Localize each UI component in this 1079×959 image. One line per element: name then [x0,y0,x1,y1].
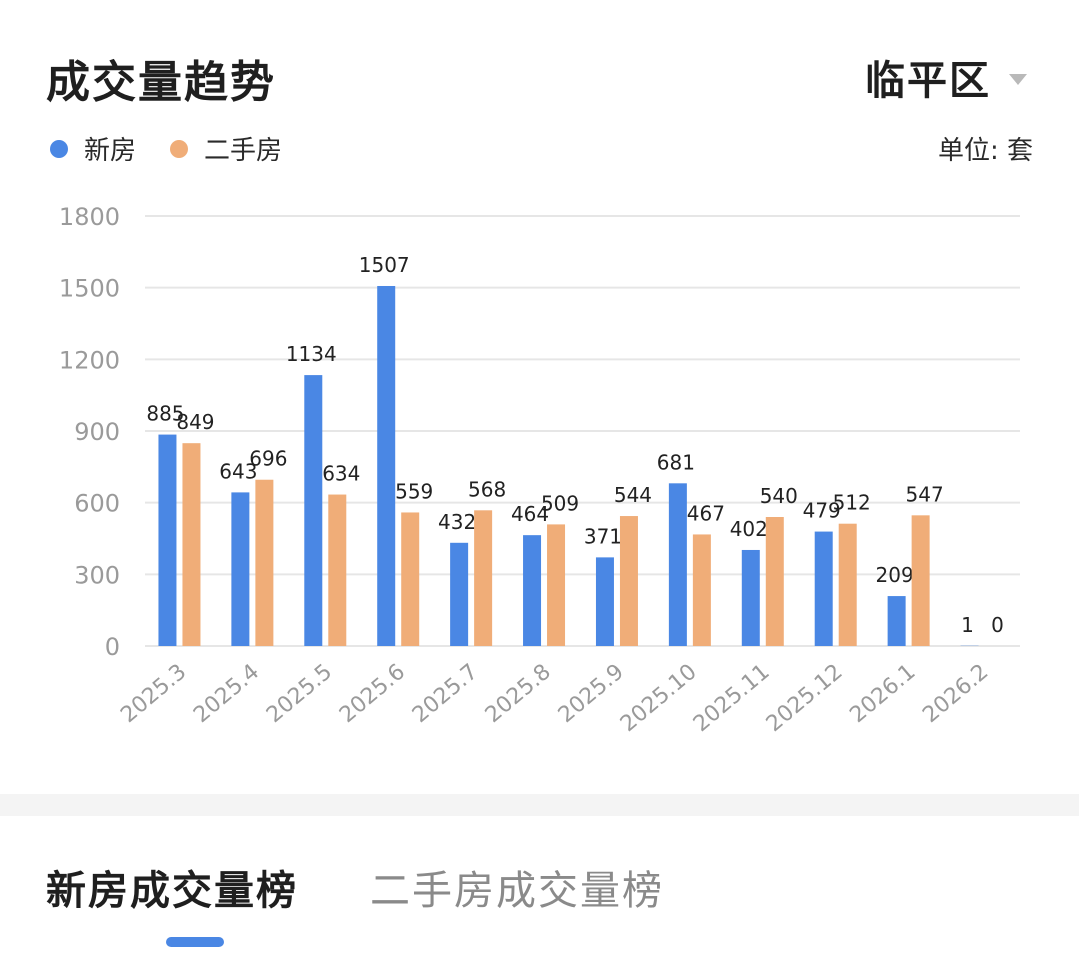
x-tick-label: 2025.11 [689,659,775,737]
x-tick-label: 2025.5 [262,659,337,728]
bar-second [765,517,784,646]
data-label-second: 0 [991,613,1004,637]
legend-item-second: 二手房 [170,130,282,167]
chevron-down-icon [1009,73,1027,85]
bar-second [692,534,711,646]
legend-label-new: 新房 [84,136,137,166]
data-label-new: 464 [511,502,549,526]
bar-new [304,375,323,646]
data-label-new: 681 [657,450,695,474]
data-label-new: 432 [438,510,476,534]
bar-second [255,479,274,646]
data-label-second: 509 [541,491,579,515]
data-label-new: 1507 [359,253,410,277]
x-tick-label: 2025.10 [616,659,702,737]
y-tick-label: 300 [74,561,120,589]
data-label-new: 209 [876,563,914,587]
legend-label-second: 二手房 [204,136,283,166]
x-tick-label: 2025.7 [408,659,483,728]
tab-second-hand-ranking[interactable]: 二手房成交量榜 [370,868,664,914]
bar-new [231,492,250,646]
tab-new-house-ranking[interactable]: 新房成交量榜 [46,868,298,914]
bar-new [741,549,760,646]
x-tick-label: 2025.3 [116,659,191,728]
bar-second [619,516,638,646]
data-label-second: 540 [760,484,798,508]
data-label-second: 544 [614,483,652,507]
unit-label: 单位: 套 [937,136,1033,166]
bar-new [450,542,469,646]
data-label-new: 371 [584,524,622,548]
bar-new [814,531,833,646]
data-label-second: 559 [395,479,433,503]
bar-second [401,512,420,646]
bar-new [158,434,177,646]
chart-header: 成交量趋势 临平区 [0,0,1079,120]
x-tick-label: 2026.2 [918,659,993,728]
ranking-tabs: 新房成交量榜 二手房成交量榜 [46,858,664,916]
legend-dot-second [170,139,189,158]
y-tick-label: 1800 [59,203,120,231]
data-label-second: 634 [322,462,360,486]
district-label: 临平区 [865,58,991,104]
bar-new [668,483,687,646]
data-label-second: 467 [687,501,725,525]
bar-second [911,515,930,646]
chart-title: 成交量趋势 [46,57,276,108]
y-tick-label: 900 [74,418,120,446]
data-label-second: 696 [249,447,287,471]
data-label-new: 885 [146,402,184,426]
x-tick-label: 2026.1 [845,659,920,728]
data-label-new: 1 [961,613,974,637]
y-tick-label: 0 [105,633,120,661]
bar-second [328,494,347,646]
data-label-second: 512 [833,491,871,515]
y-tick-label: 1200 [59,346,120,374]
bar-new [377,285,396,646]
x-tick-label: 2025.4 [189,659,264,728]
bar-second [547,524,566,646]
data-label-new: 402 [730,517,768,541]
legend-item-new: 新房 [50,130,136,167]
y-tick-label: 1500 [59,275,120,303]
bar-new [595,557,614,646]
legend-dot-new [50,139,68,158]
x-tick-label: 2025.6 [335,659,410,728]
section-divider [0,794,1079,816]
data-label-new: 643 [219,459,257,483]
bar-new [887,596,906,646]
x-tick-label: 2025.8 [481,659,556,728]
data-label-second: 547 [906,482,944,506]
data-label-new: 1134 [286,342,337,366]
data-label-second: 849 [176,410,214,434]
active-tab-indicator [166,937,224,947]
bar-second [182,443,201,646]
y-tick-label: 600 [74,490,120,518]
data-label-new: 479 [803,499,841,523]
x-tick-label: 2025.12 [762,659,848,737]
data-label-second: 568 [468,477,506,501]
bar-second [474,510,493,646]
district-selector[interactable]: 临平区 [865,48,1027,106]
bar-new [523,535,542,646]
chart-legend: 新房 二手房 [50,130,316,167]
bar-second [838,523,857,646]
